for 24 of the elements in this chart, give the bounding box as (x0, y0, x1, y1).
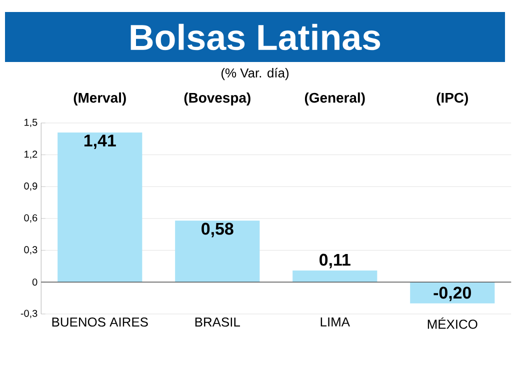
y-tick-label: 1,5 (24, 118, 38, 128)
y-tick-label: 0,3 (24, 246, 38, 254)
x-tick-label: BRASIL (195, 317, 240, 327)
x-tick-label: BUENOS AIRES (52, 317, 148, 327)
y-tick-label: 0 (32, 278, 38, 286)
y-tick-label: 1,2 (24, 150, 38, 159)
y-tick-label: 0,9 (24, 182, 38, 191)
text: (General) (304, 92, 365, 106)
chart-title: Bolsas Latinas (130, 24, 380, 50)
text: (IPC) (436, 92, 468, 106)
text: (Bovespa) (184, 92, 250, 106)
data-label: 0,11 (320, 254, 350, 268)
y-tick-label: 0,6 (24, 214, 38, 223)
data-label: 1,41 (84, 134, 116, 149)
data-label: -0,20 (434, 286, 471, 302)
data-label: 0,58 (202, 222, 234, 238)
bar (58, 132, 142, 282)
x-tick-label: MÉXICO (428, 317, 478, 329)
x-tick-label: LIMA (320, 317, 350, 326)
bar (175, 220, 260, 282)
bar (292, 270, 378, 282)
text: (Merval) (74, 92, 126, 106)
chart-subtitle: (% Var. día) (221, 68, 288, 80)
y-tick-label: -0,3 (20, 310, 38, 318)
